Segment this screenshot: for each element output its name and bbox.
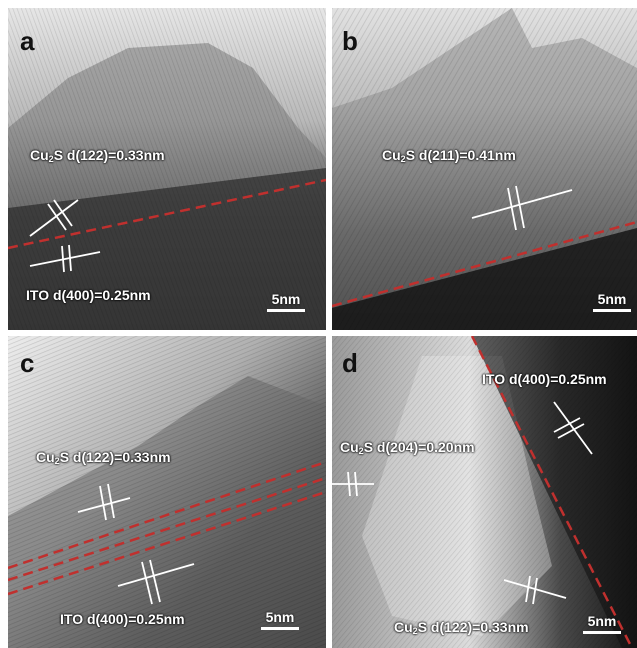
panel-a-scale-bar: 5nm <box>256 292 316 312</box>
panel-a: a Cu2S d(122)=0.33nm ITO d(400)=0.25nm 5… <box>8 8 326 330</box>
panel-a-fringe-marker-top <box>29 199 79 237</box>
panel-d-interface-line <box>470 336 634 648</box>
panel-a-cu2s-annotation: Cu2S d(122)=0.33nm <box>30 147 165 164</box>
panel-b-micrograph <box>332 8 637 330</box>
panel-d-ito-annotation: ITO d(400)=0.25nm <box>482 371 607 387</box>
panel-c-fringe-marker-top <box>77 483 131 521</box>
panel-c-ito-annotation: ITO d(400)=0.25nm <box>60 611 185 627</box>
panel-b: b Cu2S d(211)=0.41nm 5nm <box>332 8 637 330</box>
panel-b-label: b <box>342 26 358 56</box>
panel-c-micrograph <box>8 336 326 648</box>
panel-d-fringe-marker-left <box>332 471 374 497</box>
panel-a-ito-annotation: ITO d(400)=0.25nm <box>26 287 151 303</box>
panel-a-interface-line <box>8 178 326 250</box>
panel-c-scale-bar: 5nm <box>250 610 310 630</box>
panel-d-label: d <box>342 348 358 378</box>
panel-c-interface-line-3 <box>8 490 326 596</box>
panel-c-label: c <box>20 348 35 378</box>
panel-a-fringe-marker-bottom <box>29 244 101 273</box>
panel-b-scale-bar: 5nm <box>582 292 637 312</box>
panel-a-micrograph <box>8 8 326 330</box>
panel-c: c Cu2S d(122)=0.33nm ITO d(400)=0.25nm 5… <box>8 336 326 648</box>
panel-b-fringe-marker <box>471 185 573 231</box>
panel-d-fringe-marker-top <box>553 401 593 455</box>
panel-d-scale-bar: 5nm <box>572 614 632 634</box>
panel-c-cu2s-annotation: Cu2S d(122)=0.33nm <box>36 449 171 466</box>
panel-d-cu2s-d204-annotation: Cu2S d(204)=0.20nm <box>340 439 475 456</box>
panel-a-label: a <box>20 26 35 56</box>
panel-b-cu2s-annotation: Cu2S d(211)=0.41nm <box>382 147 516 164</box>
panel-b-interface-line <box>332 220 637 308</box>
panel-d-fringe-marker-bottom <box>503 575 567 605</box>
panel-d-micrograph <box>332 336 637 648</box>
panel-c-interface-line-2 <box>8 476 326 582</box>
panel-c-fringe-marker-bottom <box>117 559 195 605</box>
panel-d: d ITO d(400)=0.25nm Cu2S d(204)=0.20nm C… <box>332 336 637 648</box>
panel-d-cu2s-d122-annotation: Cu2S d(122)=0.33nm <box>394 619 529 636</box>
panel-c-interface-line-1 <box>8 460 326 570</box>
